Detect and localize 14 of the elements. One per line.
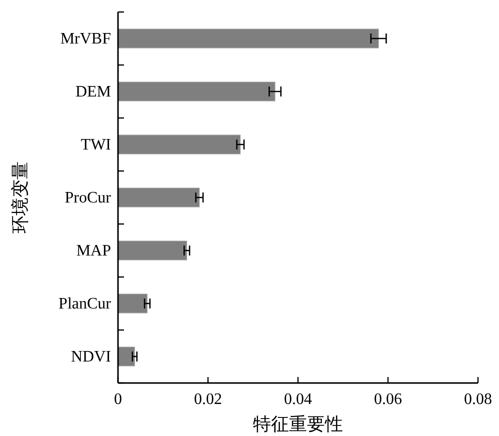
x-axis-title: 特征重要性	[253, 414, 343, 434]
y-tick-label: MAP	[76, 242, 112, 260]
y-tick-label: TWI	[80, 136, 111, 154]
y-tick-label: PlanCur	[58, 296, 112, 312]
x-tick-label: 0.08	[464, 391, 492, 408]
y-axis-title: 环境变量	[10, 162, 30, 234]
x-tick-label: 0	[114, 391, 122, 408]
x-tick-label: 0.02	[194, 391, 222, 408]
y-tick-label: NDVI	[71, 348, 111, 366]
y-tick-label: MrVBF	[60, 30, 112, 48]
x-tick-label: 0.04	[284, 391, 312, 408]
y-tick-label: ProCur	[64, 190, 112, 206]
x-tick-label: 0.06	[374, 391, 402, 408]
y-tick-label: DEM	[75, 84, 111, 100]
